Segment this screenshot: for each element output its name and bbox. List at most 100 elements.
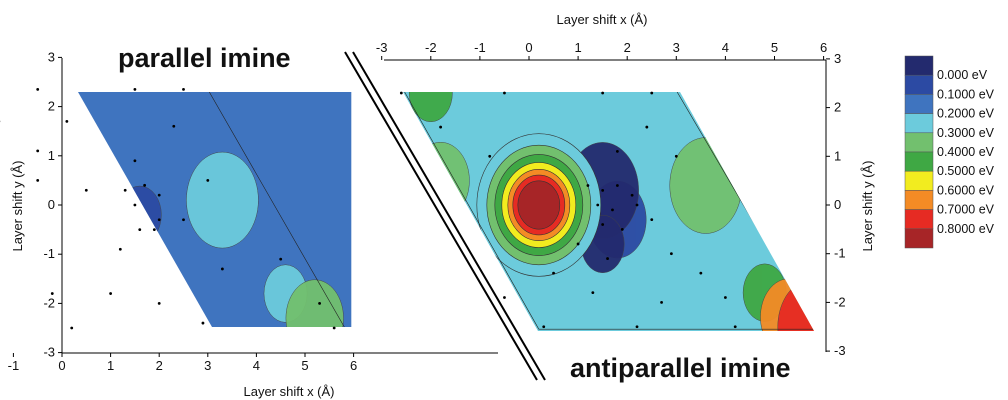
parallel-imine-sample-point [157, 193, 161, 197]
antiparallel-imine-sample-point [606, 257, 609, 260]
parallel-imine-x-tick-label: 1 [107, 358, 114, 373]
legend-label: 0.000 eV [937, 68, 988, 82]
left-panel-title: parallel imine [118, 43, 291, 73]
parallel-imine-sample-point [133, 87, 137, 91]
parallel-imine-contour-feature [117, 185, 162, 244]
antiparallel-imine-sample-point [630, 193, 634, 197]
legend-label: 0.6000 eV [937, 183, 995, 197]
parallel-imine-sample-point [172, 124, 176, 128]
legend-label: 0.1000 eV [937, 87, 995, 101]
parallel-imine-contour-feature [186, 151, 259, 249]
legend-swatch [904, 170, 934, 191]
antiparallel-imine-sample-points [399, 91, 737, 329]
left-y-ticks: 3 2 1 0 -1 -2 -3 [43, 49, 62, 360]
parallel-imine-sample-point [182, 218, 185, 222]
parallel-imine-sample-point [318, 302, 321, 305]
antiparallel-imine-x-tick-label: 3 [673, 40, 680, 55]
legend-label: 0.7000 eV [937, 203, 995, 217]
antiparallel-imine-y-tick-label: 0 [834, 197, 841, 212]
antiparallel-imine-x-tick-label: 1 [574, 40, 581, 55]
antiparallel-imine-y-tick-label: -1 [834, 246, 846, 261]
antiparallel-imine-sample-point [601, 223, 605, 226]
antiparallel-imine-sample-point [586, 184, 590, 187]
parallel-imine-sample-point [133, 203, 137, 207]
parallel-imine-sample-point [84, 188, 88, 192]
antiparallel-imine-sample-point [439, 125, 443, 129]
antiparallel-imine-contour-feature [669, 137, 743, 234]
antiparallel-imine-sample-point [503, 91, 506, 95]
parallel-imine-y-tick-label: 1 [48, 148, 55, 163]
antiparallel-imine-x-tick-label: -1 [474, 40, 486, 55]
parallel-imine-sample-point [143, 183, 147, 187]
right-x-axis-label: Layer shift x (Å) [556, 12, 647, 27]
legend-label: 0.3000 eV [937, 126, 995, 140]
contour-legend: 0.000 eV 0.1000 eV 0.2000 eV 0.3000 eV 0.400… [904, 55, 995, 249]
antiparallel-imine-sample-point [650, 218, 654, 222]
parallel-imine-sample-point [50, 292, 54, 295]
parallel-imine-sample-point [157, 218, 161, 222]
antiparallel-imine-sample-point [635, 203, 639, 207]
antiparallel-imine-sample-point [724, 296, 727, 299]
legend-swatch [904, 209, 934, 230]
parallel-imine-contour-fill [78, 92, 352, 327]
legend-swatch [904, 132, 934, 153]
antiparallel-imine-sample-point [552, 271, 555, 275]
parallel-imine-sample-point [65, 119, 69, 123]
legend-swatch [904, 74, 934, 95]
divider-line-b [352, 51, 546, 381]
antiparallel-imine-panel: -3 -2 -1 0 1 2 3 4 5 6 3 2 1 0 -1 -2 -3 antiparallel im… [376, 12, 875, 383]
antiparallel-imine-sample-point [615, 184, 619, 187]
legend-swatch [904, 113, 934, 134]
right-y-axis-label: Layer shift y (Å) [860, 160, 875, 251]
parallel-imine-contour-feature [285, 279, 344, 327]
antiparallel-imine-y-tick-label: 3 [834, 51, 841, 66]
antiparallel-imine-x-tick-label: -3 [376, 40, 388, 55]
antiparallel-imine-x-tick-label: 5 [771, 40, 778, 55]
parallel-imine-sample-point [70, 326, 74, 330]
legend-label: 0.4000 eV [937, 145, 995, 159]
antiparallel-imine-x-tick-label: 0 [525, 40, 532, 55]
parallel-imine-minimum-ring [78, 167, 107, 253]
panel-divider [344, 51, 546, 381]
legend-label: 0.5000 eV [937, 164, 995, 178]
antiparallel-imine-y-tick-label: 2 [834, 100, 841, 115]
antiparallel-imine-sample-point [650, 91, 654, 95]
legend-swatch [904, 151, 934, 172]
legend-swatch [904, 228, 934, 249]
antiparallel-imine-minimum-ring [517, 180, 561, 230]
right-x-ticks: -3 -2 -1 0 1 2 3 4 5 6 [376, 40, 827, 60]
parallel-imine-minimum-ring [78, 138, 132, 282]
legend-swatch [904, 190, 934, 210]
antiparallel-imine-sample-point [620, 227, 624, 231]
antiparallel-imine-sample-point [645, 125, 649, 129]
parallel-imine-sample-point [279, 257, 283, 261]
antiparallel-imine-sample-point [733, 325, 737, 329]
parallel-imine-x-tick-label: 5 [301, 358, 308, 373]
antiparallel-imine-sample-point [635, 325, 639, 329]
legend-swatch [904, 94, 934, 114]
antiparallel-imine-sample-point [399, 91, 403, 95]
parallel-imine-y-tick-label: 2 [48, 99, 55, 114]
antiparallel-imine-sample-point [601, 188, 605, 192]
parallel-imine-x-tick-label: 0 [58, 358, 65, 373]
antiparallel-imine-x-tick-label: 6 [820, 40, 827, 55]
antiparallel-imine-y-tick-label: -3 [834, 343, 846, 358]
antiparallel-imine-sample-point [611, 208, 614, 212]
antiparallel-imine-sample-point [591, 291, 595, 295]
parallel-imine-x-tick-label: 2 [156, 358, 163, 373]
antiparallel-imine-domain-outline [403, 92, 814, 330]
divider-line-a [344, 51, 538, 381]
parallel-imine-y-tick-label: 0 [48, 197, 55, 212]
antiparallel-imine-x-tick-label: 2 [624, 40, 631, 55]
parallel-imine-sample-point [182, 87, 185, 91]
antiparallel-imine-sample-point [699, 271, 703, 275]
legend-swatch [904, 55, 934, 76]
parallel-imine-y-tick-label: -1 [43, 246, 55, 261]
parallel-imine-sample-point [109, 292, 112, 295]
antiparallel-imine-sample-point [503, 296, 506, 299]
antiparallel-imine-y-tick-label: -2 [834, 294, 846, 309]
antiparallel-imine-sample-point [660, 301, 663, 304]
parallel-imine-sample-point [118, 247, 122, 251]
